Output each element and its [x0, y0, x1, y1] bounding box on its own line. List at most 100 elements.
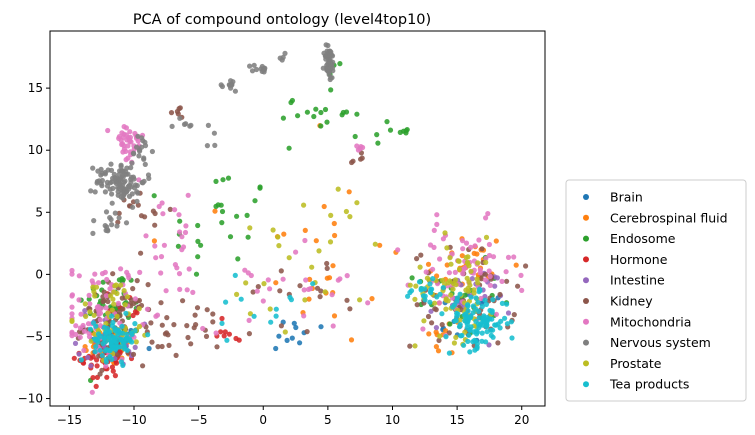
data-point — [427, 289, 434, 295]
data-point — [307, 286, 314, 292]
data-point — [268, 319, 274, 325]
data-point — [183, 121, 189, 127]
data-point — [318, 324, 324, 330]
data-point — [109, 191, 115, 197]
data-point — [138, 250, 144, 256]
data-point — [144, 306, 150, 312]
data-point — [134, 183, 140, 189]
data-point — [442, 230, 448, 236]
data-point — [482, 297, 488, 303]
data-point — [359, 155, 365, 161]
data-point — [428, 308, 434, 314]
data-point — [128, 165, 134, 171]
legend-item: Kidney — [583, 294, 653, 309]
data-point — [317, 294, 323, 300]
data-point — [446, 330, 452, 336]
data-point — [227, 234, 234, 240]
data-point — [340, 109, 346, 116]
data-point — [440, 277, 446, 283]
data-point — [132, 321, 138, 327]
data-point — [465, 338, 471, 344]
data-point — [218, 329, 224, 335]
data-point — [328, 87, 334, 93]
data-point — [200, 325, 206, 332]
data-point — [88, 363, 94, 369]
data-point — [518, 272, 524, 278]
data-point — [219, 208, 226, 215]
data-point — [461, 312, 468, 318]
data-point — [76, 329, 83, 335]
data-point — [109, 323, 116, 329]
data-point — [432, 300, 438, 306]
data-point — [278, 323, 284, 329]
data-point — [502, 315, 508, 321]
data-point — [324, 119, 330, 125]
legend-marker — [583, 381, 589, 388]
data-point — [486, 241, 492, 248]
data-point — [509, 335, 515, 341]
data-point — [468, 268, 474, 274]
data-point — [260, 298, 266, 304]
data-point — [92, 349, 98, 355]
data-point — [101, 335, 107, 342]
data-point — [159, 343, 165, 350]
data-point — [252, 198, 258, 204]
data-point — [483, 234, 490, 240]
data-point — [281, 231, 287, 237]
data-point — [433, 329, 439, 335]
data-point — [306, 296, 312, 302]
data-point — [126, 193, 133, 199]
legend-marker — [583, 214, 589, 221]
data-point — [130, 204, 136, 210]
data-point — [467, 314, 474, 321]
data-point — [105, 127, 111, 134]
data-point — [307, 276, 313, 282]
data-point — [108, 167, 115, 173]
data-point — [375, 140, 381, 146]
data-point — [489, 308, 495, 314]
data-point — [461, 266, 467, 272]
data-point — [76, 273, 82, 279]
data-point — [444, 245, 450, 251]
data-point — [439, 311, 445, 317]
data-point — [330, 263, 336, 269]
data-point — [127, 129, 133, 135]
data-point — [132, 309, 139, 315]
data-point — [135, 133, 141, 139]
data-point — [450, 304, 456, 310]
data-point — [425, 261, 432, 267]
data-point — [417, 264, 423, 270]
data-point — [505, 254, 512, 260]
data-point — [420, 293, 426, 299]
legend: Brain Cerebrospinal fluid Endosome Hormone I… — [565, 179, 747, 402]
y-tick-label: 5 — [35, 205, 43, 219]
data-point — [110, 368, 116, 374]
data-point — [125, 143, 131, 149]
data-point — [459, 253, 465, 259]
data-point — [158, 254, 165, 260]
data-point — [372, 241, 378, 247]
legend-marker — [583, 235, 589, 242]
data-point — [109, 364, 115, 370]
data-point — [119, 323, 125, 329]
data-point — [95, 336, 101, 342]
data-point — [433, 325, 439, 331]
data-point — [173, 352, 179, 358]
data-point — [407, 289, 413, 296]
data-point — [91, 312, 97, 318]
data-point — [110, 296, 116, 302]
data-point — [103, 363, 109, 369]
data-point — [293, 249, 299, 255]
data-point — [104, 325, 111, 332]
data-point — [479, 330, 485, 336]
data-point — [302, 237, 308, 244]
data-point — [94, 357, 100, 363]
data-point — [118, 163, 124, 170]
legend-item: Tea products — [583, 377, 689, 392]
data-point — [461, 342, 467, 348]
data-point — [184, 323, 190, 329]
data-point — [348, 337, 355, 343]
data-point — [295, 113, 301, 119]
data-point — [352, 133, 358, 140]
data-point — [313, 238, 319, 244]
